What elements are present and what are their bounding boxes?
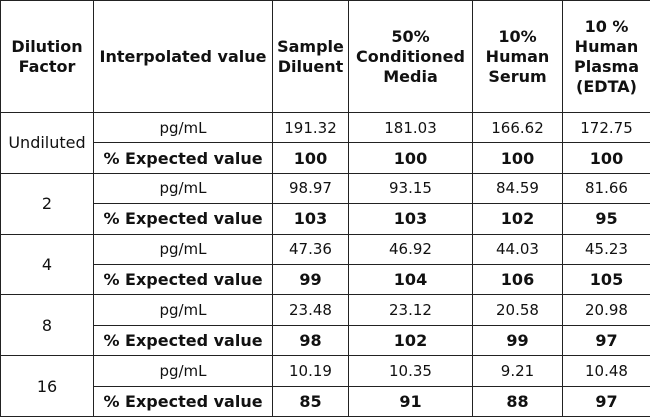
pg-value: 84.59 bbox=[472, 172, 563, 205]
header-cell: 10 % Human Plasma (EDTA) bbox=[562, 0, 650, 113]
expected-value: 102 bbox=[348, 324, 473, 357]
row-label: pg/mL bbox=[93, 294, 273, 326]
header-cell: Interpolated value bbox=[93, 0, 273, 113]
expected-value: 95 bbox=[562, 203, 650, 235]
pg-value: 81.66 bbox=[562, 172, 650, 205]
expected-value: 100 bbox=[348, 142, 473, 174]
row-label: % Expected value bbox=[93, 142, 273, 174]
row-label: % Expected value bbox=[93, 263, 273, 296]
dilution-factor: 8 bbox=[0, 294, 94, 357]
expected-value: 100 bbox=[562, 142, 650, 174]
pg-value: 20.98 bbox=[562, 294, 650, 326]
pg-value: 46.92 bbox=[348, 233, 473, 265]
expected-row: % Expected value 103 103 102 95 bbox=[1, 203, 650, 235]
row-label: pg/mL bbox=[93, 233, 273, 265]
row-label: pg/mL bbox=[93, 355, 273, 387]
pg-value: 10.19 bbox=[272, 355, 349, 387]
header-cell: Dilution Factor bbox=[0, 0, 94, 113]
pg-row: 8 pg/mL 23.48 23.12 20.58 20.98 bbox=[0, 294, 650, 357]
row-label: pg/mL bbox=[93, 111, 273, 144]
pg-value: 23.12 bbox=[348, 294, 473, 326]
pg-value: 20.58 bbox=[472, 294, 563, 326]
expected-value: 104 bbox=[348, 263, 473, 296]
pg-value: 45.23 bbox=[562, 233, 650, 265]
pg-value: 172.75 bbox=[562, 111, 650, 144]
pg-value: 44.03 bbox=[472, 233, 563, 265]
row-label: % Expected value bbox=[93, 324, 273, 357]
expected-row: % Expected value 98 102 99 97 bbox=[1, 324, 650, 357]
header-cell: 10% Human Serum bbox=[472, 0, 563, 113]
pg-row: 2 pg/mL 98.97 93.15 84.59 81.66 bbox=[0, 172, 650, 235]
pg-value: 23.48 bbox=[272, 294, 349, 326]
pg-value: 9.21 bbox=[472, 355, 563, 387]
expected-value: 99 bbox=[472, 324, 563, 357]
expected-value: 103 bbox=[348, 203, 473, 235]
expected-value: 97 bbox=[562, 324, 650, 357]
dilution-factor: Undiluted bbox=[0, 112, 94, 174]
dilution-factor: 16 bbox=[0, 355, 94, 417]
pg-value: 166.62 bbox=[472, 111, 563, 144]
table-body: Undiluted pg/mL 191.32 181.03 166.62 172.75% … bbox=[0, 111, 650, 417]
pg-value: 191.32 bbox=[272, 111, 349, 144]
expected-value: 105 bbox=[562, 263, 650, 296]
pg-value: 10.35 bbox=[348, 355, 473, 387]
expected-value: 100 bbox=[272, 142, 349, 174]
expected-value: 100 bbox=[472, 142, 563, 174]
expected-row: % Expected value 100 100 100 100 bbox=[1, 142, 650, 174]
row-label: pg/mL bbox=[93, 172, 273, 205]
pg-row: 4 pg/mL 47.36 46.92 44.03 45.23 bbox=[0, 233, 650, 296]
pg-row: 16 pg/mL 10.19 10.35 9.21 10.48 bbox=[0, 355, 650, 417]
row-label: % Expected value bbox=[93, 203, 273, 235]
row-label: % Expected value bbox=[93, 385, 273, 417]
expected-value: 106 bbox=[472, 263, 563, 296]
expected-value: 91 bbox=[348, 385, 473, 417]
pg-row: Undiluted pg/mL 191.32 181.03 166.62 172.75 bbox=[0, 111, 650, 174]
dilution-factor: 2 bbox=[0, 172, 94, 235]
expected-value: 88 bbox=[472, 385, 563, 417]
expected-value: 97 bbox=[562, 385, 650, 417]
expected-value: 103 bbox=[272, 203, 349, 235]
pg-value: 98.97 bbox=[272, 172, 349, 205]
expected-value: 98 bbox=[272, 324, 349, 357]
pg-value: 10.48 bbox=[562, 355, 650, 387]
header-cell: 50% Conditioned Media bbox=[348, 0, 473, 113]
expected-value: 85 bbox=[272, 385, 349, 417]
expected-value: 99 bbox=[272, 263, 349, 296]
header-row: Dilution Factor Interpolated value Sample … bbox=[0, 0, 650, 113]
expected-row: % Expected value 99 104 106 105 bbox=[1, 263, 650, 296]
expected-value: 102 bbox=[472, 203, 563, 235]
pg-value: 93.15 bbox=[348, 172, 473, 205]
expected-row: % Expected value 85 91 88 97 bbox=[1, 385, 650, 417]
pg-value: 47.36 bbox=[272, 233, 349, 265]
header-cell: Sample Diluent bbox=[272, 0, 349, 113]
pg-value: 181.03 bbox=[348, 111, 473, 144]
dilution-factor: 4 bbox=[0, 233, 94, 296]
